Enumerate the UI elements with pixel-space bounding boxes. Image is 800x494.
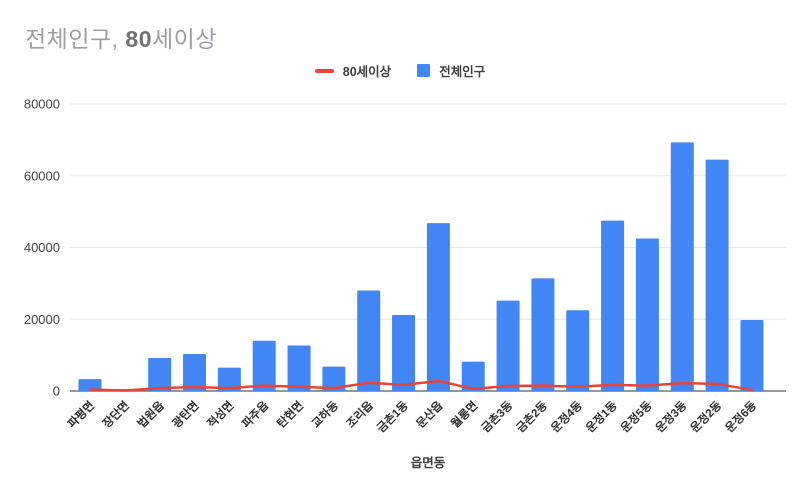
bar-운정1동 bbox=[601, 220, 625, 391]
x-axis-tick-label: 파주읍 bbox=[239, 398, 272, 431]
bar-파평면 bbox=[78, 379, 102, 391]
x-axis-tick-label: 금촌1동 bbox=[374, 398, 411, 435]
bar-운정4동 bbox=[566, 310, 590, 391]
y-axis-tick-label: 40000 bbox=[24, 240, 60, 255]
chart-canvas[interactable]: 0 20000 40000 60000 80000 파평면 장단면 법원읍 광탄면 적성면 파주읍 탄… bbox=[0, 88, 800, 494]
chart-title: 전체인구, 80세이상 bbox=[25, 20, 217, 54]
x-axis-tick-label: 운정4동 bbox=[548, 398, 585, 435]
legend-item-total: 전체인구 bbox=[417, 61, 485, 80]
bar-적성면 bbox=[217, 367, 241, 391]
bar-운정5동 bbox=[635, 238, 659, 391]
y-axis-tick-label: 60000 bbox=[24, 168, 60, 183]
x-axis-tick-label: 운정5동 bbox=[618, 398, 655, 435]
bar-series-swatch-icon bbox=[417, 64, 431, 77]
legend-label-total: 전체인구 bbox=[439, 65, 486, 79]
bar-문산읍 bbox=[426, 223, 450, 391]
bar-운정6동 bbox=[740, 319, 764, 391]
x-axis-tick-label: 금촌3동 bbox=[478, 398, 515, 435]
x-axis-tick-label: 운정3동 bbox=[653, 398, 690, 435]
x-axis-tick-label: 금촌2동 bbox=[513, 398, 550, 435]
x-axis-tick-label: 탄현면 bbox=[274, 398, 306, 430]
y-axis-tick-label: 80000 bbox=[24, 97, 60, 112]
x-axis-tick-label: 조리읍 bbox=[343, 398, 376, 431]
chart-legend: 80세이상 전체인구 bbox=[0, 61, 800, 80]
x-axis-tick-label: 법원읍 bbox=[134, 398, 167, 431]
x-axis-tick-label: 광탄면 bbox=[169, 398, 201, 430]
x-axis-tick-label: 문산읍 bbox=[413, 398, 446, 431]
bar-교하동 bbox=[322, 366, 346, 391]
bar-법원읍 bbox=[148, 357, 172, 391]
y-axis-tick-label: 0 bbox=[53, 384, 60, 399]
legend-label-age80: 80세이상 bbox=[342, 65, 392, 79]
chart-title-part2: 80 bbox=[125, 26, 153, 52]
bar-탄현면 bbox=[287, 345, 311, 391]
line-series-age80 bbox=[88, 379, 754, 392]
x-axis-tick-label: 교하동 bbox=[309, 398, 342, 431]
line-series-swatch-icon bbox=[314, 68, 334, 73]
chart-title-part1: 전체인구, bbox=[25, 26, 126, 52]
bar-금촌1동 bbox=[392, 314, 416, 391]
bar-운정3동 bbox=[670, 142, 694, 391]
x-axis-tick-label: 운정1동 bbox=[583, 398, 620, 435]
x-axis-tick-label: 장단면 bbox=[100, 398, 132, 430]
bar-조리읍 bbox=[357, 290, 381, 391]
bar-운정2동 bbox=[705, 159, 729, 391]
y-axis-tick-label: 20000 bbox=[24, 312, 60, 327]
chart-title-part3: 세이상 bbox=[152, 26, 217, 52]
bar-파주읍 bbox=[252, 340, 276, 391]
x-axis-tick-label: 파평면 bbox=[65, 398, 97, 430]
x-axis-tick-label: 적성면 bbox=[204, 398, 236, 430]
x-axis-title: 읍면동 bbox=[411, 455, 446, 470]
bar-월롱면 bbox=[461, 361, 485, 391]
bar-광탄면 bbox=[183, 354, 207, 391]
x-axis-tick-label: 운정6동 bbox=[722, 398, 759, 435]
bar-금촌2동 bbox=[531, 278, 555, 391]
x-axis-tick-label: 운정2동 bbox=[687, 398, 724, 435]
bar-금촌3동 bbox=[496, 300, 520, 391]
legend-item-age80: 80세이상 bbox=[314, 61, 392, 80]
x-axis-tick-label: 월롱면 bbox=[448, 398, 480, 430]
